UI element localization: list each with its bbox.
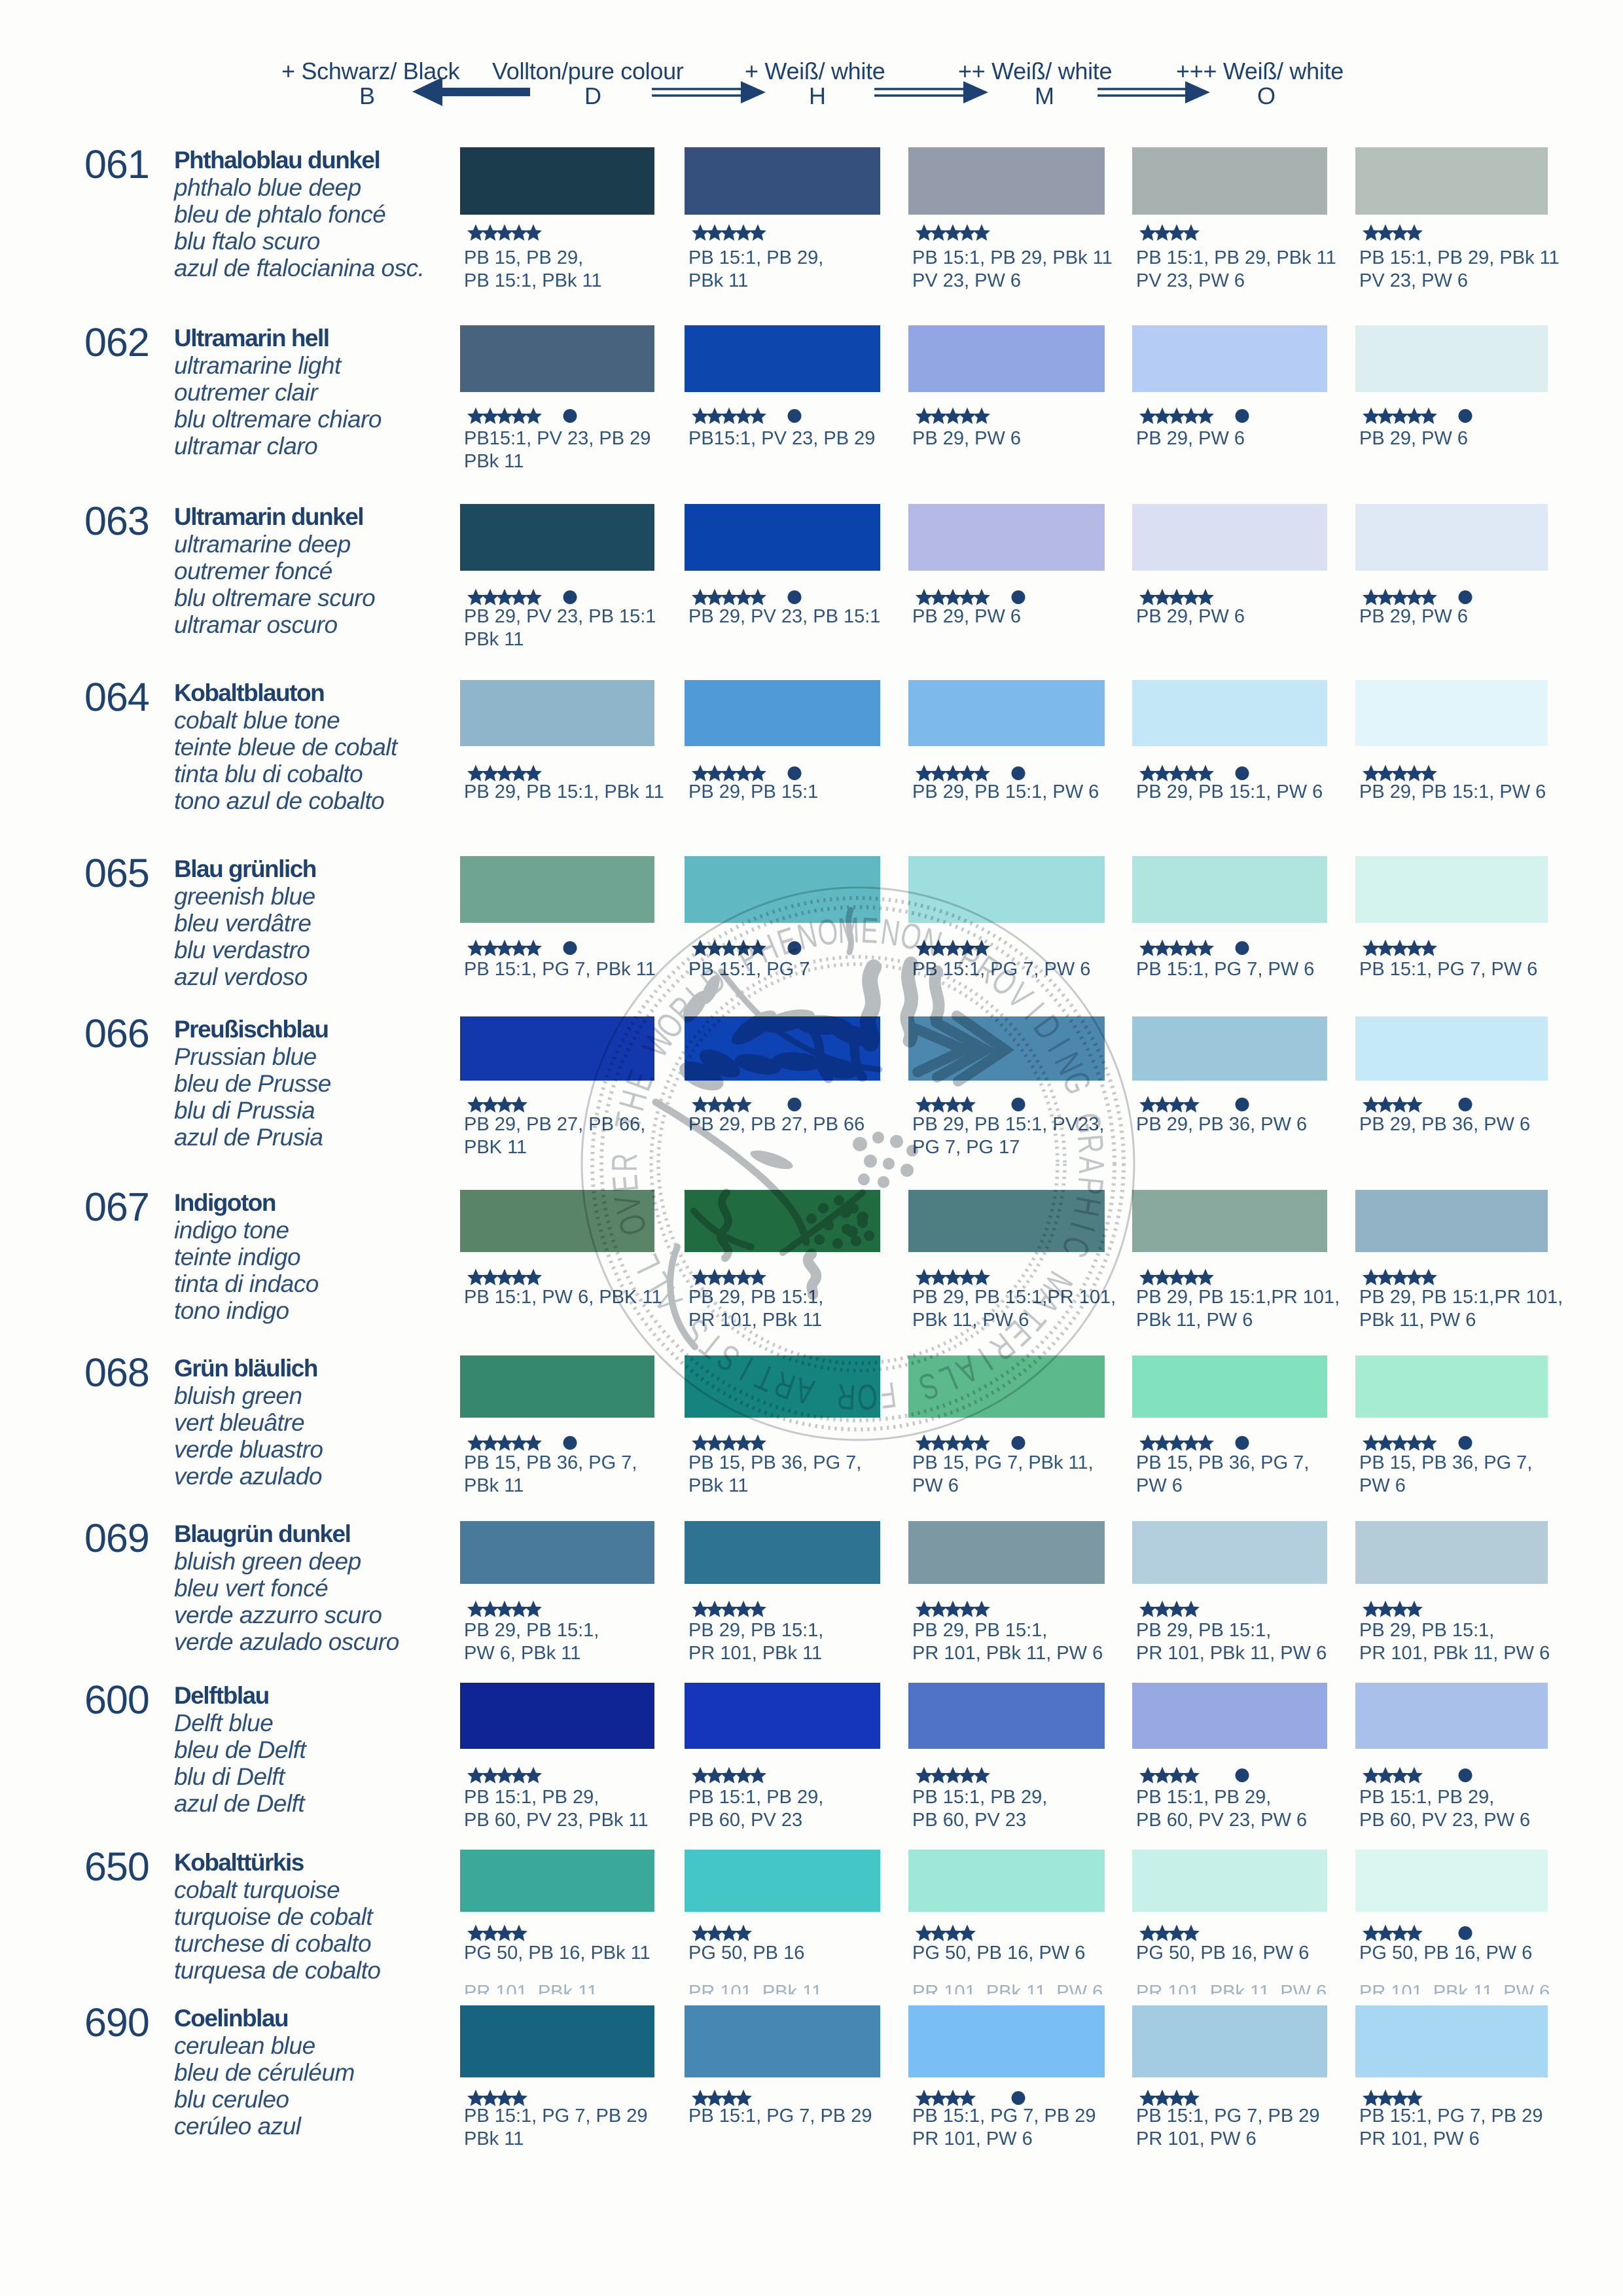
svg-text:G: G [1066,1110,1109,1137]
svg-text:I: I [1062,1218,1103,1236]
svg-text:R: R [605,1153,645,1172]
svg-text:E: E [860,911,879,952]
svg-text:P: P [1069,1175,1111,1196]
svg-text:A: A [1071,1156,1111,1174]
svg-text:F: F [878,1374,899,1415]
svg-text:C: C [1054,1230,1097,1262]
svg-text:R: R [1069,1133,1111,1155]
svg-text:R: R [836,1376,857,1416]
svg-text:O: O [857,1376,878,1417]
svg-text:H: H [1065,1194,1108,1219]
svg-text:E: E [605,1173,647,1193]
